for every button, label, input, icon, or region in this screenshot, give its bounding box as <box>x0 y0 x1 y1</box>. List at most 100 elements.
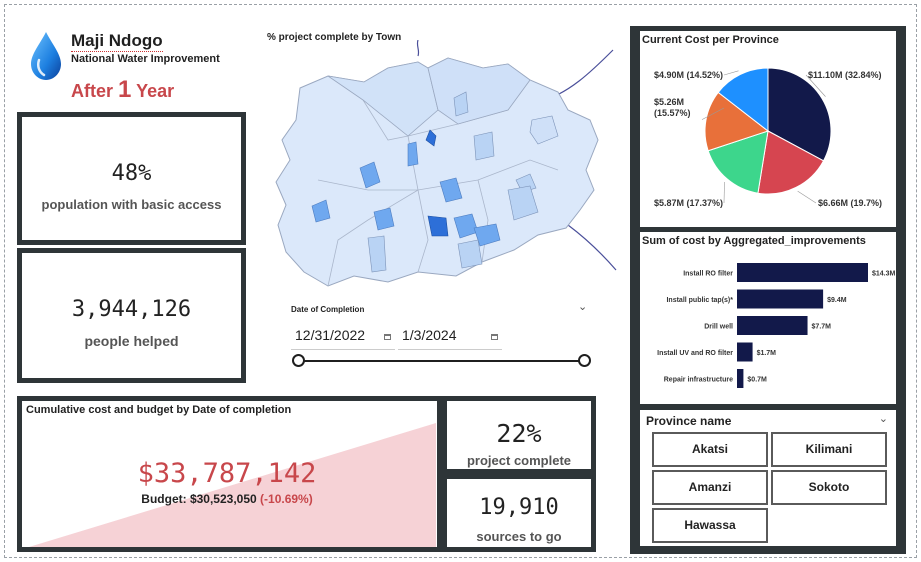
map-town[interactable] <box>373 207 395 231</box>
map-town[interactable] <box>507 185 539 221</box>
project-complete-card: 22% project complete <box>442 396 596 474</box>
map-region-border <box>317 79 559 287</box>
map-town[interactable] <box>427 215 449 237</box>
pie-slice[interactable] <box>767 67 832 162</box>
pie-slice[interactable] <box>757 130 825 195</box>
bar-category-label: Install public tap(s)* <box>666 297 733 304</box>
pie-slice[interactable] <box>704 91 770 152</box>
map-town[interactable] <box>529 115 559 145</box>
province-option-kilimani[interactable]: Kilimani <box>771 432 887 467</box>
cumulative-area-chart <box>29 423 436 547</box>
bar-category-label: Install UV and RO filter <box>657 350 733 357</box>
date-slicer-title: Date of Completion <box>291 305 365 314</box>
pie-leader-line <box>701 107 725 120</box>
map-town[interactable] <box>311 199 331 223</box>
sources-to-go-card: 19,910 sources to go <box>442 474 596 552</box>
date-end-input[interactable]: 1/3/2024 <box>398 320 502 350</box>
province-option-akatsi[interactable]: Akatsi <box>652 432 768 467</box>
bar[interactable] <box>737 289 824 309</box>
map-town[interactable] <box>457 239 483 269</box>
chevron-down-icon[interactable]: ⌄ <box>578 301 588 313</box>
after-year-heading: After 1 Year <box>71 76 174 104</box>
pie-slice[interactable] <box>707 130 769 194</box>
bar-value-label: $7.7M <box>812 324 832 331</box>
app-subtitle: National Water Improvement <box>71 53 220 65</box>
pie-data-label: (15.57%) <box>654 108 691 118</box>
date-start-value: 12/31/2022 <box>295 327 366 343</box>
cumulative-cost-value: $33,787,142 <box>137 458 317 489</box>
map-town[interactable] <box>407 141 419 167</box>
map-town[interactable] <box>439 177 463 203</box>
calendar-icon[interactable] <box>384 334 391 340</box>
water-drop-icon <box>31 32 61 80</box>
bar[interactable] <box>737 369 744 388</box>
pie-data-label: $11.10M (32.84%) <box>808 70 882 80</box>
pie-data-label: $4.90M (14.52%) <box>654 70 723 80</box>
cumulative-cost-title: Cumulative cost and budget by Date of co… <box>26 404 292 416</box>
province-option-amanzi[interactable]: Amanzi <box>652 470 768 505</box>
pie-data-label: $5.87M (17.37%) <box>654 198 723 208</box>
basic-access-card: 48% population with basic access <box>17 112 246 245</box>
bar-category-label: Drill well <box>704 324 733 331</box>
town-map[interactable] <box>268 40 618 300</box>
province-slicer-title: Province name <box>646 414 732 428</box>
people-helped-label: people helped <box>84 333 179 349</box>
map-region[interactable] <box>427 57 531 125</box>
pie-data-label: $5.26M <box>654 97 684 107</box>
map-river <box>567 224 617 271</box>
project-complete-label: project complete <box>466 453 572 468</box>
bar[interactable] <box>737 263 868 282</box>
budget-label: Budget: <box>141 492 187 506</box>
bar-value-label: $1.7M <box>757 350 777 357</box>
cumulative-area <box>29 423 436 547</box>
cost-by-improvement-card: Install RO filter $14.3M Install public ta… <box>640 232 896 404</box>
bar[interactable] <box>737 342 753 362</box>
after-suffix: Year <box>136 81 175 101</box>
chevron-down-icon[interactable]: ⌄ <box>878 413 888 425</box>
date-range-track[interactable] <box>298 360 584 362</box>
after-prefix: After <box>71 81 114 101</box>
sources-to-go-value: 19,910 <box>479 495 559 520</box>
bar-value-label: $0.7M <box>747 377 767 384</box>
budget-value: $30,523,050 <box>189 492 257 506</box>
province-slicer: Province name ⌄ Akatsi Kilimani Amanzi S… <box>640 410 896 546</box>
bar-chart-title: Sum of cost by Aggregated_improvements <box>642 235 866 247</box>
project-complete-value: 22% <box>496 419 542 448</box>
bar-category-label: Repair infrastructure <box>664 377 733 384</box>
cost-per-province-pie[interactable]: $11.10M (32.84%) $6.66M (19.7%) $5.87M (17… <box>640 31 896 227</box>
map-town[interactable] <box>359 161 381 189</box>
basic-access-label: population with basic access <box>41 197 222 212</box>
pie-leader-line <box>723 181 725 204</box>
pie-leader-line <box>723 70 739 76</box>
map-river <box>416 40 420 57</box>
pie-leader-line <box>797 190 817 204</box>
bar-category-label: Install RO filter <box>683 271 733 278</box>
bar[interactable] <box>737 316 808 335</box>
sources-to-go-label: sources to go <box>476 529 562 544</box>
app-title: Maji Ndogo <box>71 31 163 52</box>
cost-by-improvement-bar-chart[interactable]: Install RO filter $14.3M Install public ta… <box>640 232 896 404</box>
cost-per-province-card: $11.10M (32.84%) $6.66M (19.7%) $5.87M (17… <box>640 31 896 227</box>
pie-slice[interactable] <box>717 67 769 133</box>
calendar-icon[interactable] <box>491 334 498 340</box>
after-number: 1 <box>118 76 132 103</box>
date-start-input[interactable]: 12/31/2022 <box>291 320 395 350</box>
map-town[interactable] <box>425 129 437 147</box>
people-helped-value: 3,944,126 <box>71 297 192 322</box>
cumulative-cost-card: Cumulative cost and budget by Date of co… <box>17 396 442 552</box>
bar-value-label: $9.4M <box>827 297 847 304</box>
province-option-hawassa[interactable]: Hawassa <box>652 508 768 543</box>
basic-access-value: 48% <box>111 161 152 186</box>
pie-data-label: $6.66M (19.7%) <box>818 198 882 208</box>
people-helped-card: 3,944,126 people helped <box>17 248 246 383</box>
map-town[interactable] <box>453 91 469 117</box>
province-option-sokoto[interactable]: Sokoto <box>771 470 887 505</box>
map-title: % project complete by Town <box>267 32 402 43</box>
map-town[interactable] <box>473 131 495 161</box>
right-panel: $11.10M (32.84%) $6.66M (19.7%) $5.87M (17… <box>630 26 906 554</box>
date-range-start-handle[interactable] <box>292 354 305 367</box>
dashboard-frame <box>4 4 917 558</box>
map-town[interactable] <box>367 235 387 273</box>
pie-chart-title: Current Cost per Province <box>642 34 779 46</box>
date-range-end-handle[interactable] <box>578 354 591 367</box>
